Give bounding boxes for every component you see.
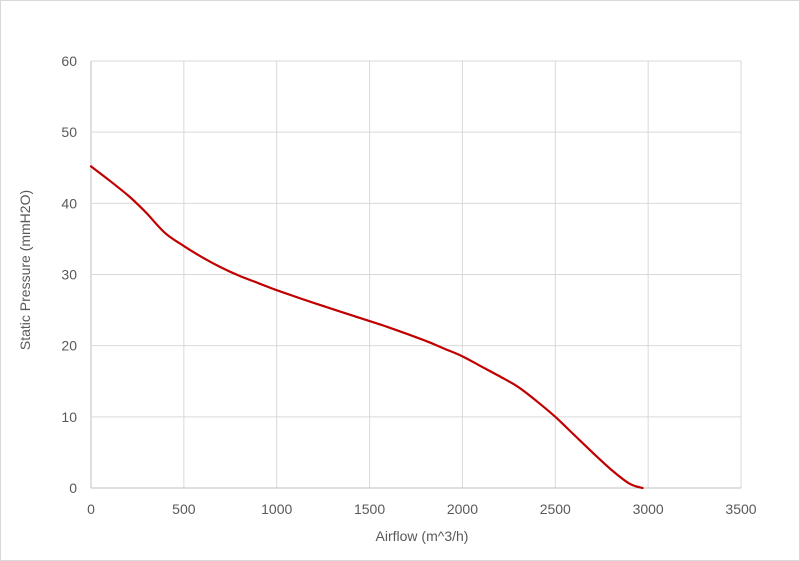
x-tick-label: 3500	[725, 501, 756, 517]
y-tick-label: 40	[61, 195, 77, 211]
horizontal-gridlines	[91, 60, 741, 489]
x-tick-label: 3000	[633, 501, 664, 517]
y-axis-tick-labels: 0 10 20 30 40 50 60	[61, 53, 77, 496]
x-tick-label: 2500	[540, 501, 571, 517]
y-tick-label: 30	[61, 267, 77, 283]
x-axis-tick-labels: 0 500 1000 1500 2000 2500 3000 3500	[87, 501, 757, 517]
x-tick-label: 500	[172, 501, 196, 517]
x-tick-label: 2000	[447, 501, 478, 517]
x-tick-label: 1000	[261, 501, 292, 517]
x-axis-title: Airflow (m^3/h)	[376, 528, 469, 544]
y-tick-label: 10	[61, 409, 77, 425]
y-axis-title: Static Pressure (mmH2O)	[17, 190, 33, 350]
y-tick-label: 60	[61, 53, 77, 69]
series-line	[89, 165, 644, 490]
y-tick-label: 20	[61, 338, 77, 354]
y-tick-label: 0	[69, 480, 77, 496]
series-layer	[89, 165, 644, 490]
y-tick-label: 50	[61, 124, 77, 140]
x-tick-label: 0	[87, 501, 95, 517]
x-tick-label: 1500	[354, 501, 385, 517]
